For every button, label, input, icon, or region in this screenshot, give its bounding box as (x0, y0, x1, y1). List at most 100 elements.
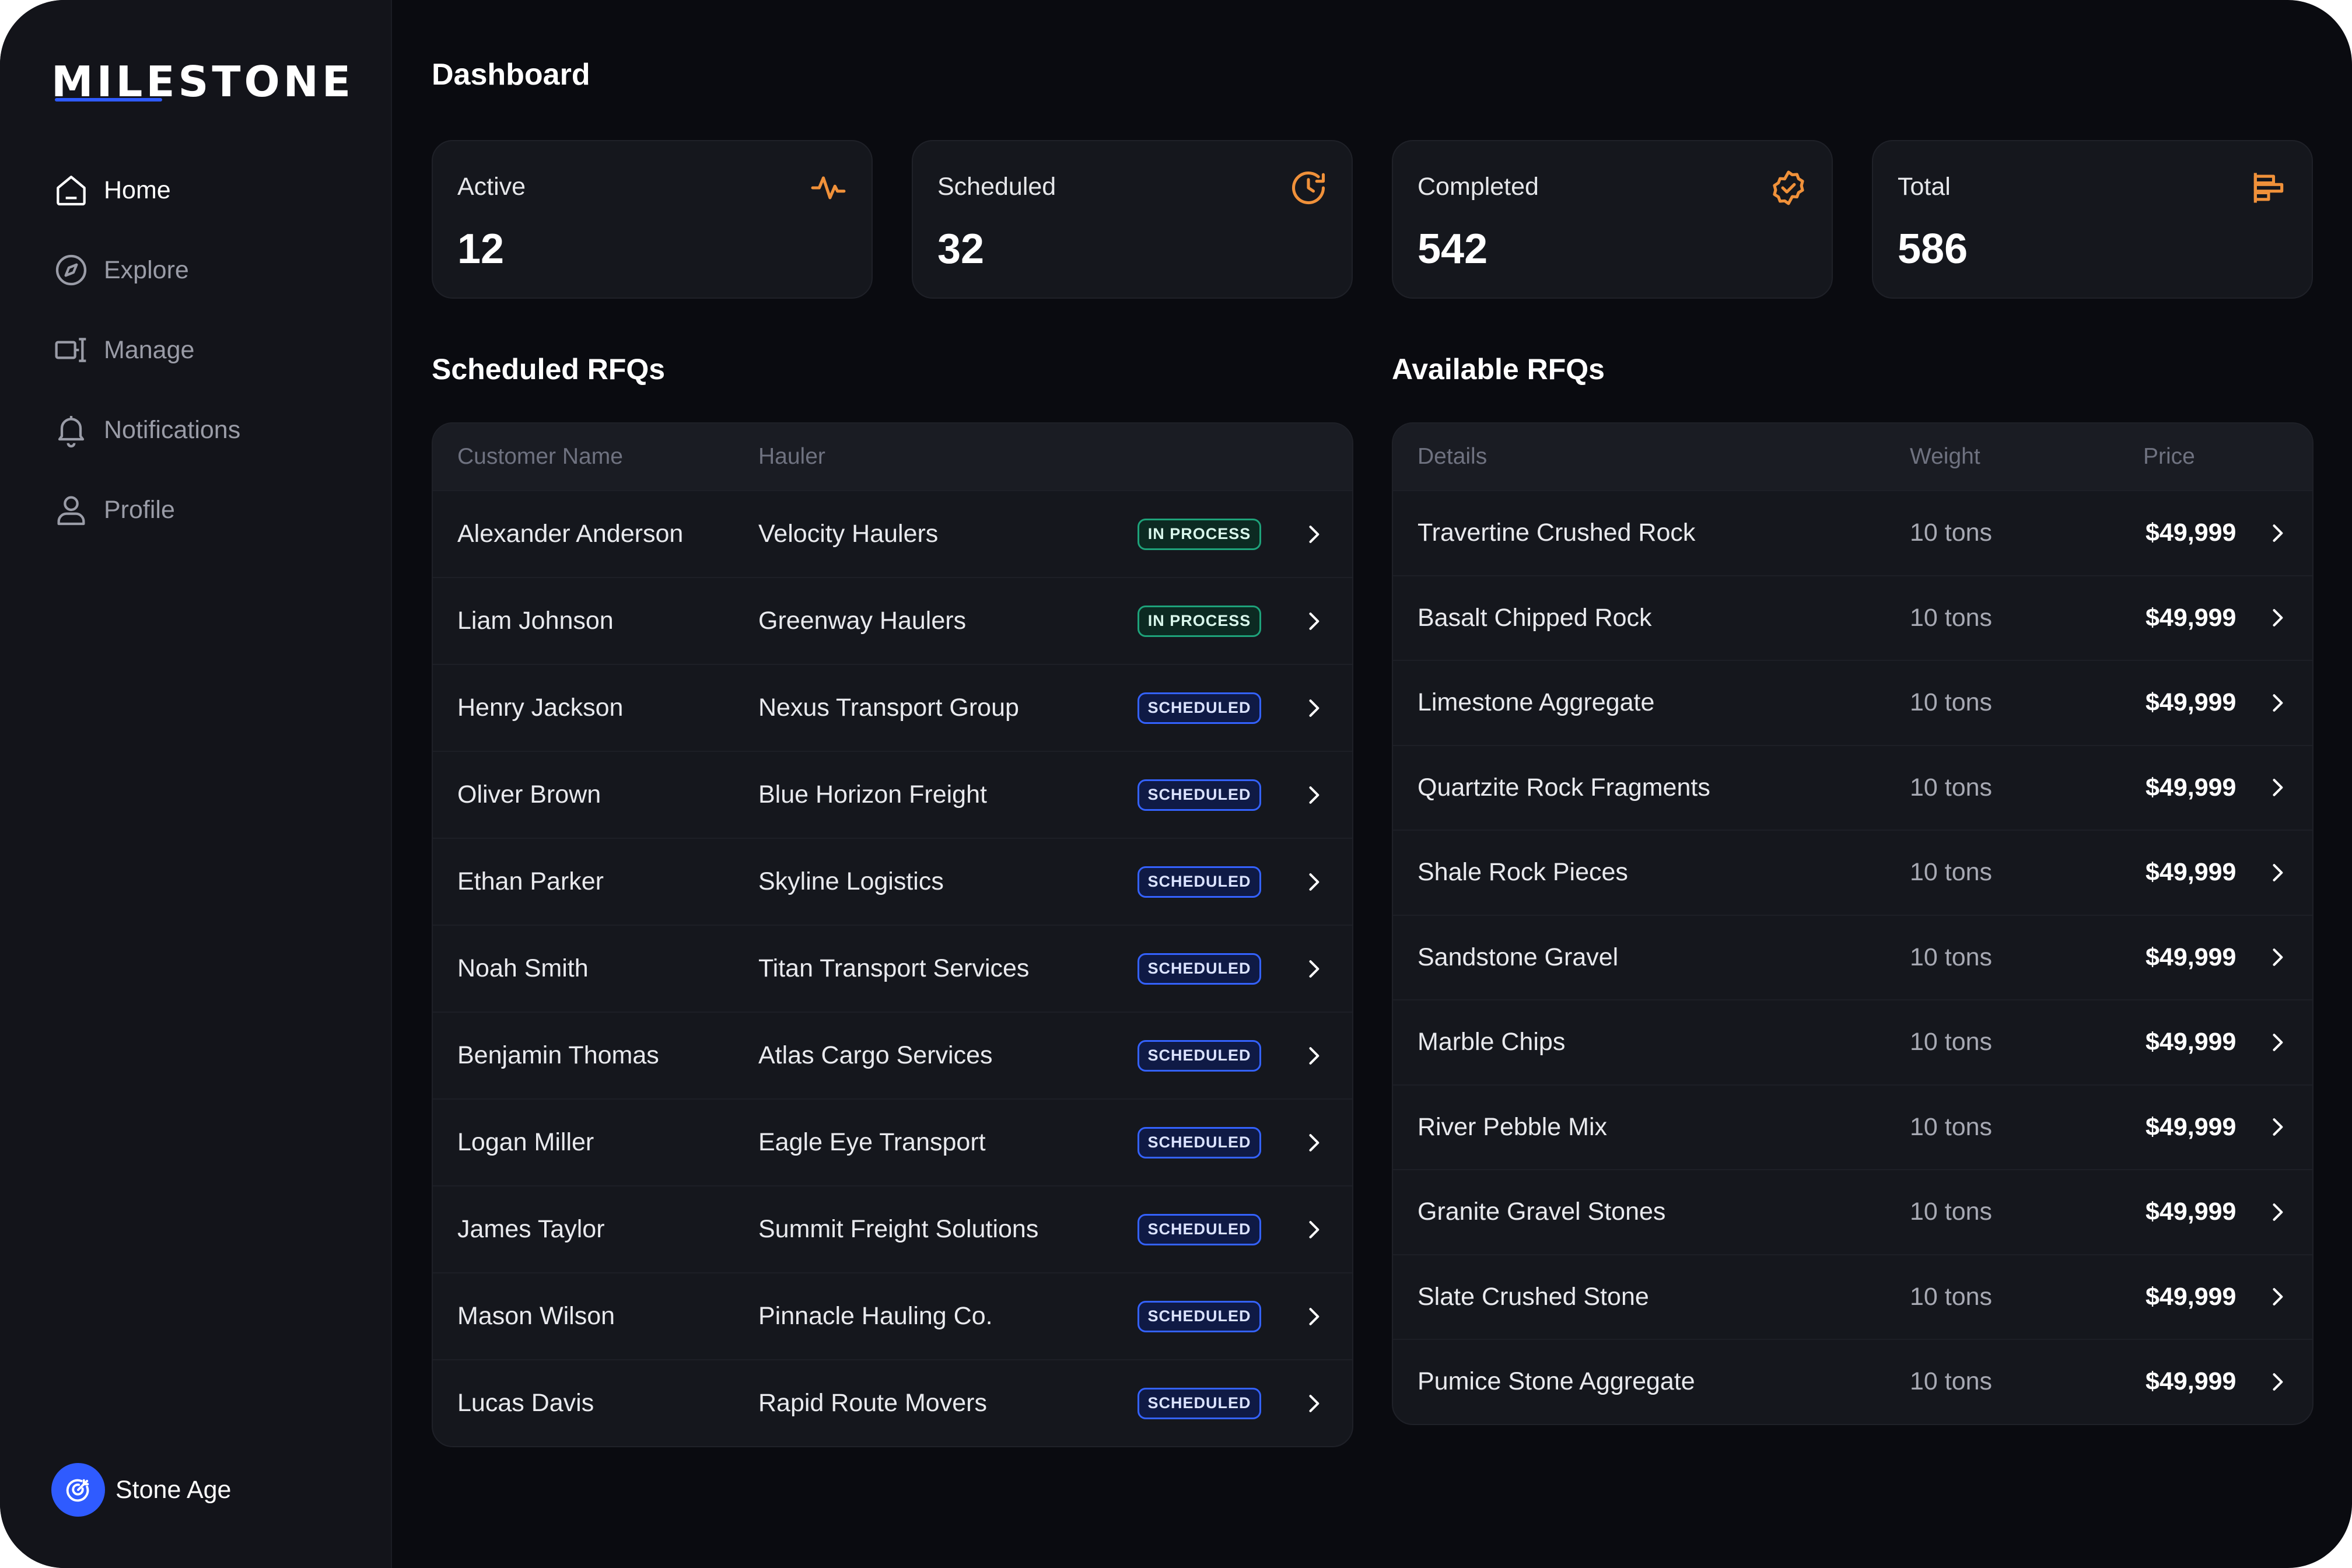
table-row[interactable]: Logan Miller Eagle Eye Transport SCHEDULED (433, 1098, 1352, 1185)
stat-label: Completed (1418, 173, 1539, 201)
table-row[interactable]: Limestone Aggregate 10 tons $49,999 (1393, 660, 2312, 745)
hauler-name: Eagle Eye Transport (758, 1128, 986, 1156)
table-header: Customer Name Hauler (433, 424, 1352, 490)
table-row[interactable]: Lucas Davis Rapid Route Movers SCHEDULED (433, 1359, 1352, 1446)
customer-name: Liam Johnson (457, 607, 614, 635)
compass-icon (51, 250, 91, 290)
table-row[interactable]: Travertine Crushed Rock 10 tons $49,999 (1393, 490, 2312, 575)
sidebar-item-home[interactable]: Home (51, 169, 240, 211)
chevron-right-icon[interactable] (2264, 775, 2290, 800)
customer-name: Benjamin Thomas (457, 1041, 659, 1069)
chevron-right-icon[interactable] (1301, 1304, 1326, 1329)
chevron-right-icon[interactable] (2264, 520, 2290, 546)
rfq-weight: 10 tons (1910, 519, 1993, 547)
status-badge: SCHEDULED (1138, 1126, 1261, 1158)
sidebar-item-label: Profile (104, 495, 175, 524)
stat-value: 32 (937, 226, 985, 272)
available-rfqs-title: Available RFQs (1392, 353, 1605, 386)
home-icon (51, 170, 91, 210)
chevron-right-icon[interactable] (2264, 1114, 2290, 1140)
sidebar-nav: Home Explore Manage Notifications (51, 169, 240, 569)
rfq-details: Slate Crushed Stone (1418, 1282, 1649, 1311)
table-row[interactable]: Benjamin Thomas Atlas Cargo Services SCHED… (433, 1012, 1352, 1098)
chevron-right-icon[interactable] (1301, 956, 1326, 982)
rfq-details: Marble Chips (1418, 1028, 1566, 1056)
customer-name: Oliver Brown (457, 780, 601, 808)
chevron-right-icon[interactable] (2264, 1199, 2290, 1225)
rfq-price: $49,999 (2146, 773, 2236, 802)
status-badge: SCHEDULED (1138, 692, 1261, 724)
customer-name: Henry Jackson (457, 694, 624, 722)
rfq-details: Quartzite Rock Fragments (1418, 773, 1710, 802)
rfq-details: Basalt Chipped Rock (1418, 603, 1652, 632)
rfq-details: Travertine Crushed Rock (1418, 519, 1696, 547)
table-row[interactable]: Sandstone Gravel 10 tons $49,999 (1393, 914, 2312, 1000)
hauler-name: Greenway Haulers (758, 607, 967, 635)
status-badge: SCHEDULED (1138, 1040, 1261, 1072)
table-row[interactable]: Oliver Brown Blue Horizon Freight SCHEDULE… (433, 751, 1352, 838)
sidebar-item-profile[interactable]: Profile (51, 489, 240, 531)
chevron-right-icon[interactable] (1301, 782, 1326, 808)
bell-icon (51, 410, 91, 450)
table-row[interactable]: Pumice Stone Aggregate 10 tons $49,999 (1393, 1339, 2312, 1424)
chevron-right-icon[interactable] (1301, 869, 1326, 895)
sidebar-item-manage[interactable]: Manage (51, 329, 240, 371)
column-header-customer: Customer Name (457, 444, 623, 469)
customer-name: Mason Wilson (457, 1302, 615, 1330)
rfq-weight: 10 tons (1910, 1282, 1993, 1311)
chevron-right-icon[interactable] (2264, 860, 2290, 886)
table-row[interactable]: River Pebble Mix 10 tons $49,999 (1393, 1084, 2312, 1170)
status-badge: SCHEDULED (1138, 779, 1261, 811)
rfq-details: Limestone Aggregate (1418, 688, 1655, 717)
sidebar-item-label: Home (104, 176, 171, 204)
sidebar-item-notifications[interactable]: Notifications (51, 409, 240, 451)
chevron-right-icon[interactable] (2264, 1030, 2290, 1055)
table-row[interactable]: Shale Rock Pieces 10 tons $49,999 (1393, 830, 2312, 915)
chevron-right-icon[interactable] (1301, 695, 1326, 721)
chevron-right-icon[interactable] (2264, 1369, 2290, 1395)
column-header-details: Details (1418, 444, 1488, 469)
table-row[interactable]: Mason Wilson Pinnacle Hauling Co. SCHEDULE… (433, 1272, 1352, 1359)
rfq-weight: 10 tons (1910, 1198, 1993, 1226)
table-row[interactable]: Liam Johnson Greenway Haulers IN PROCESS (433, 577, 1352, 664)
rfq-weight: 10 tons (1910, 1367, 1993, 1396)
stat-value: 542 (1418, 226, 1488, 272)
table-row[interactable]: Granite Gravel Stones 10 tons $49,999 (1393, 1169, 2312, 1254)
chevron-right-icon[interactable] (2264, 605, 2290, 631)
table-row[interactable]: Marble Chips 10 tons $49,999 (1393, 999, 2312, 1084)
available-rfqs-table: Details Weight Price Travertine Crushed … (1392, 422, 2314, 1425)
chevron-right-icon[interactable] (1301, 1217, 1326, 1242)
rfq-weight: 10 tons (1910, 858, 1993, 887)
scheduled-rfqs-title: Scheduled RFQs (432, 353, 666, 386)
table-row[interactable]: Slate Crushed Stone 10 tons $49,999 (1393, 1254, 2312, 1339)
table-row[interactable]: Alexander Anderson Velocity Haulers IN PRO… (433, 490, 1352, 577)
chevron-right-icon[interactable] (1301, 608, 1326, 634)
table-row[interactable]: Noah Smith Titan Transport Services SCHEDU… (433, 925, 1352, 1012)
table-row[interactable]: Quartzite Rock Fragments 10 tons $49,999 (1393, 744, 2312, 830)
sidebar-item-explore[interactable]: Explore (51, 249, 240, 291)
column-header-hauler: Hauler (758, 444, 825, 469)
table-row[interactable]: Basalt Chipped Rock 10 tons $49,999 (1393, 575, 2312, 660)
chevron-right-icon[interactable] (1301, 1043, 1326, 1069)
status-badge: SCHEDULED (1138, 866, 1261, 898)
chevron-right-icon[interactable] (1301, 1391, 1326, 1416)
account-switcher[interactable]: Stone Age (51, 1463, 231, 1517)
manage-icon (51, 330, 91, 370)
hauler-name: Summit Freight Solutions (758, 1215, 1039, 1243)
table-row[interactable]: Henry Jackson Nexus Transport Group SCHEDU… (433, 664, 1352, 751)
rfq-price: $49,999 (2146, 943, 2236, 971)
chevron-right-icon[interactable] (2264, 944, 2290, 970)
table-row[interactable]: Ethan Parker Skyline Logistics SCHEDULED (433, 838, 1352, 925)
chevron-right-icon[interactable] (2264, 1284, 2290, 1310)
sidebar-item-label: Manage (104, 335, 195, 364)
sidebar: MILESTONE Home Explore Manage (0, 0, 392, 1568)
rfq-price: $49,999 (2146, 1198, 2236, 1226)
chevron-right-icon[interactable] (2264, 690, 2290, 716)
table-row[interactable]: James Taylor Summit Freight Solutions SCHE… (433, 1185, 1352, 1272)
chevron-right-icon[interactable] (1301, 522, 1326, 547)
scheduled-rfqs-table: Customer Name Hauler Alexander Anderson V… (432, 422, 1353, 1447)
chevron-right-icon[interactable] (1301, 1130, 1326, 1156)
account-name: Stone Age (116, 1475, 232, 1504)
customer-name: Ethan Parker (457, 867, 604, 895)
rfq-price: $49,999 (2146, 688, 2236, 717)
